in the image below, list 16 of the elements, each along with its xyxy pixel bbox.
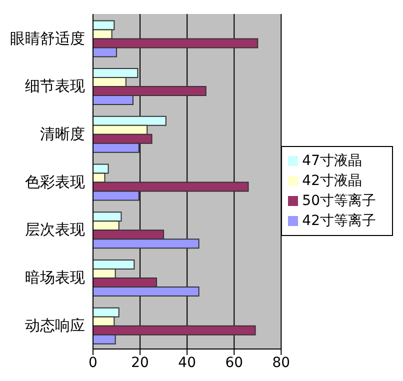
y-tick-label: 层次表现	[25, 220, 85, 239]
y-tick-label: 动态响应	[25, 316, 85, 334]
legend-label: 42寸等离子	[302, 212, 376, 228]
y-tick-label: 暗场表现	[25, 268, 85, 287]
x-tick-label: 60	[225, 354, 244, 371]
y-tick-label: 色彩表现	[25, 172, 85, 191]
y-tick-label: 细节表现	[25, 77, 85, 96]
legend-label: 50寸等离子	[302, 192, 376, 208]
legend-label: 42寸液晶	[302, 172, 362, 188]
x-tick-label: 20	[131, 354, 149, 371]
y-tick-label: 清晰度	[40, 124, 85, 143]
x-tick-label: 0	[88, 354, 98, 371]
x-tick-label: 80	[272, 354, 290, 371]
y-tick-label: 眼睛舒适度	[10, 29, 85, 48]
x-tick-label: 40	[178, 354, 196, 371]
legend-label: 47寸液晶	[302, 152, 362, 168]
